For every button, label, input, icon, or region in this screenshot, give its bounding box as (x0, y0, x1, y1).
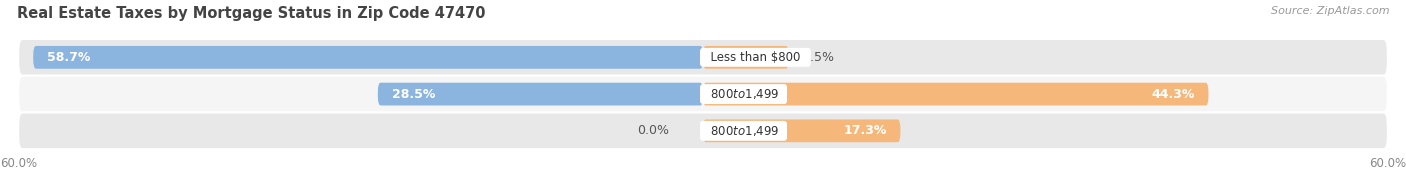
FancyBboxPatch shape (34, 46, 703, 69)
Text: Less than $800: Less than $800 (703, 51, 808, 64)
Text: 17.3%: 17.3% (844, 124, 887, 137)
FancyBboxPatch shape (703, 46, 789, 69)
Text: 58.7%: 58.7% (46, 51, 90, 64)
Text: 44.3%: 44.3% (1152, 88, 1195, 101)
FancyBboxPatch shape (378, 83, 703, 105)
FancyBboxPatch shape (18, 113, 1388, 149)
Text: Real Estate Taxes by Mortgage Status in Zip Code 47470: Real Estate Taxes by Mortgage Status in … (17, 6, 485, 21)
FancyBboxPatch shape (18, 39, 1388, 76)
Text: 28.5%: 28.5% (391, 88, 434, 101)
FancyBboxPatch shape (703, 119, 900, 142)
FancyBboxPatch shape (703, 83, 1208, 105)
Text: 0.0%: 0.0% (637, 124, 669, 137)
Text: Source: ZipAtlas.com: Source: ZipAtlas.com (1271, 6, 1389, 16)
Text: $800 to $1,499: $800 to $1,499 (703, 124, 785, 138)
FancyBboxPatch shape (18, 76, 1388, 113)
Text: $800 to $1,499: $800 to $1,499 (703, 87, 785, 101)
Text: 7.5%: 7.5% (803, 51, 834, 64)
